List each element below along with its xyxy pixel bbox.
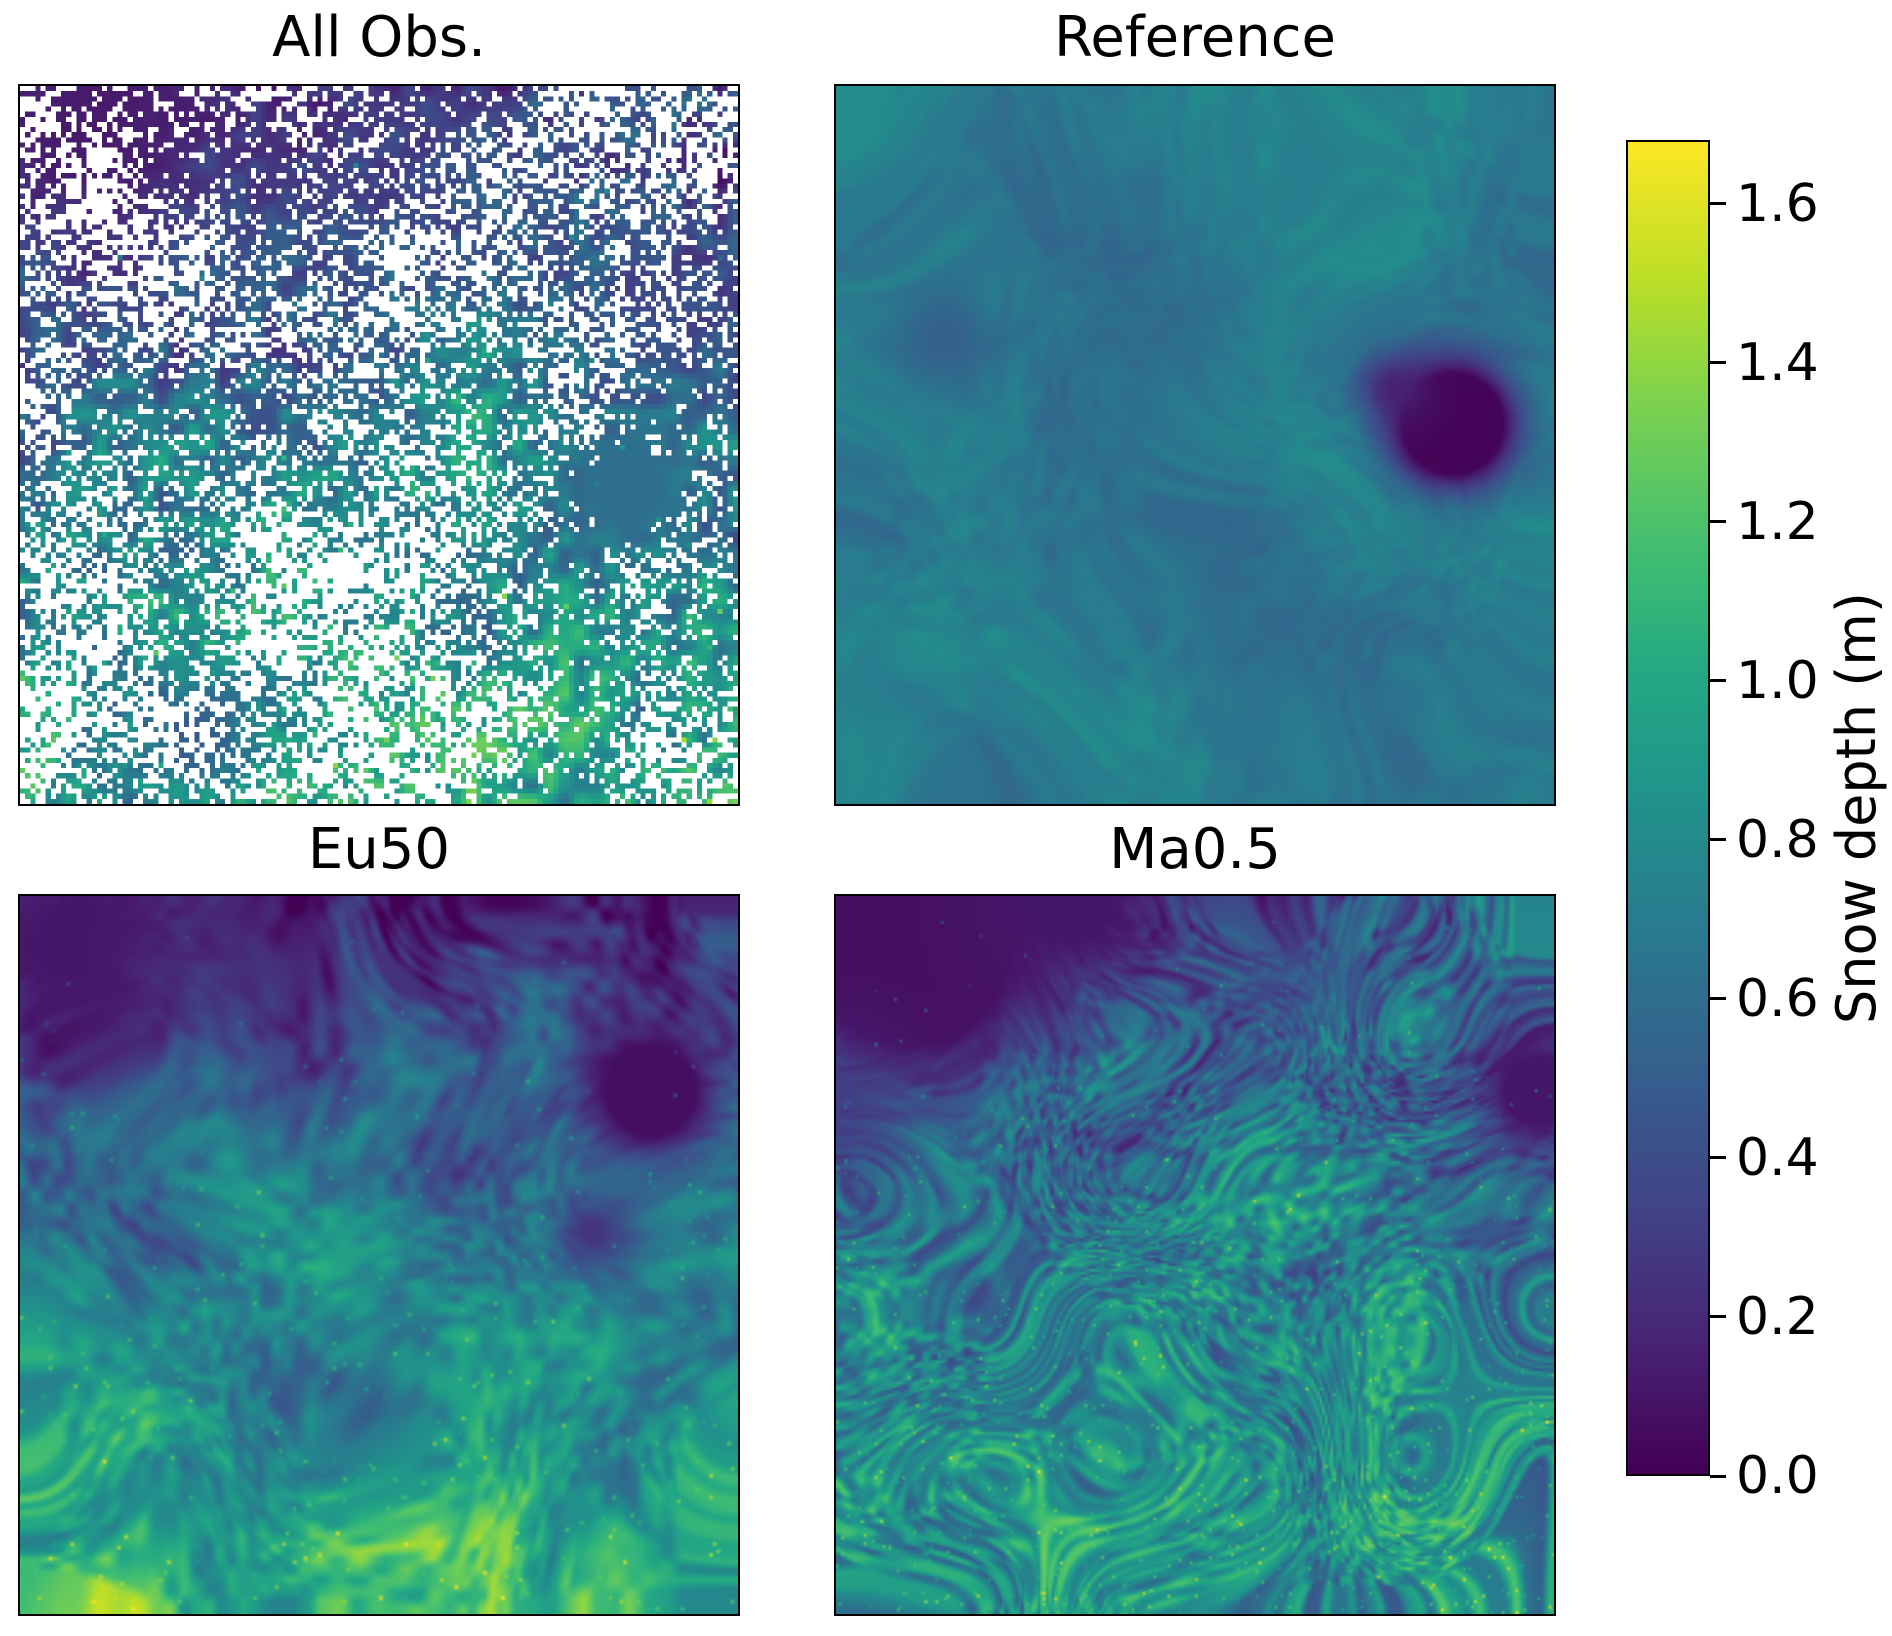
colorbar-tick-label: 0.4 — [1736, 1127, 1819, 1188]
heatmap-canvas-reference — [836, 86, 1554, 804]
colorbar-tick-label: 0.8 — [1736, 809, 1819, 870]
colorbar-tick-label: 0.2 — [1736, 1286, 1819, 1347]
colorbar-tick — [1710, 361, 1726, 365]
colorbar-tick — [1710, 1474, 1726, 1478]
colorbar-tick-label: 1.0 — [1736, 650, 1819, 711]
panel-title-all-obs: All Obs. — [272, 5, 486, 70]
panel-title-ma05: Ma0.5 — [1109, 817, 1281, 882]
colorbar-label: Snow depth (m) — [1825, 592, 1888, 1024]
colorbar-tick — [1710, 1156, 1726, 1160]
colorbar-tick — [1710, 679, 1726, 683]
heatmap-panel-eu50 — [18, 894, 740, 1616]
heatmap-canvas-ma05 — [836, 896, 1554, 1614]
colorbar-tick-label: 0.0 — [1736, 1446, 1819, 1506]
colorbar-tick — [1710, 1315, 1726, 1319]
colorbar-tick-label: 1.4 — [1736, 332, 1819, 393]
heatmap-panel-all-obs — [18, 84, 740, 806]
colorbar-tick — [1710, 997, 1726, 1001]
heatmap-canvas-eu50 — [20, 896, 738, 1614]
colorbar — [1626, 140, 1710, 1476]
colorbar-tick-label: 0.6 — [1736, 968, 1819, 1029]
heatmap-canvas-all-obs — [20, 86, 738, 804]
colorbar-tick-label: 1.6 — [1736, 173, 1819, 234]
colorbar-tick — [1710, 838, 1726, 842]
colorbar-gradient — [1628, 142, 1708, 1474]
heatmap-panel-reference — [834, 84, 1556, 806]
colorbar-tick — [1710, 202, 1726, 206]
panel-title-reference: Reference — [1054, 5, 1336, 70]
colorbar-tick — [1710, 520, 1726, 524]
panel-title-eu50: Eu50 — [307, 817, 451, 882]
heatmap-panel-ma05 — [834, 894, 1556, 1616]
colorbar-tick-label: 1.2 — [1736, 491, 1819, 552]
